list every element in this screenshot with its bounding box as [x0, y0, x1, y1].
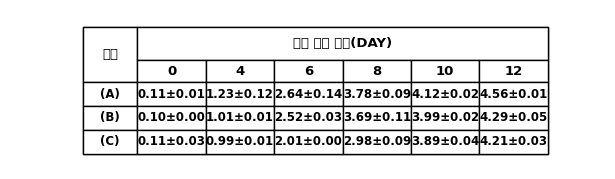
Text: 2.64±0.14: 2.64±0.14 — [274, 88, 343, 101]
Text: 2.01±0.00: 2.01±0.00 — [274, 135, 343, 148]
Bar — [411, 130, 480, 154]
Bar — [138, 130, 206, 154]
Text: 0.10±0.00: 0.10±0.00 — [138, 112, 205, 124]
Bar — [343, 130, 411, 154]
Text: 3.89±0.04: 3.89±0.04 — [411, 135, 479, 148]
Bar — [480, 82, 548, 106]
Text: 3.99±0.02: 3.99±0.02 — [411, 112, 479, 124]
Bar — [138, 106, 206, 130]
Text: 4.29±0.05: 4.29±0.05 — [480, 112, 548, 124]
Bar — [82, 27, 138, 82]
Text: 4: 4 — [236, 65, 245, 78]
Text: 2.52±0.03: 2.52±0.03 — [274, 112, 343, 124]
Text: 3.69±0.11: 3.69±0.11 — [343, 112, 411, 124]
Text: 초산 발효 기간(DAY): 초산 발효 기간(DAY) — [293, 37, 392, 50]
Bar — [480, 106, 548, 130]
Text: 시료: 시료 — [102, 48, 118, 61]
Text: (A): (A) — [100, 88, 120, 101]
Bar — [82, 82, 138, 106]
Bar — [343, 106, 411, 130]
Text: 0.11±0.01: 0.11±0.01 — [138, 88, 205, 101]
Text: 4.56±0.01: 4.56±0.01 — [480, 88, 548, 101]
Text: (B): (B) — [100, 112, 120, 124]
Text: 2.98±0.09: 2.98±0.09 — [343, 135, 411, 148]
Bar — [411, 60, 480, 82]
Text: 1.01±0.01: 1.01±0.01 — [206, 112, 274, 124]
Text: 10: 10 — [436, 65, 454, 78]
Text: 3.78±0.09: 3.78±0.09 — [343, 88, 411, 101]
Bar — [411, 82, 480, 106]
Bar — [138, 82, 206, 106]
Bar — [274, 106, 343, 130]
Bar — [274, 130, 343, 154]
Bar — [343, 82, 411, 106]
Text: 4.12±0.02: 4.12±0.02 — [411, 88, 479, 101]
Bar — [138, 60, 206, 82]
Bar — [274, 82, 343, 106]
Text: 12: 12 — [504, 65, 523, 78]
Bar — [82, 106, 138, 130]
Text: 6: 6 — [304, 65, 313, 78]
Bar — [206, 106, 274, 130]
Bar — [138, 27, 548, 60]
Text: 0.11±0.03: 0.11±0.03 — [138, 135, 205, 148]
Bar — [82, 130, 138, 154]
Bar — [343, 60, 411, 82]
Bar — [206, 60, 274, 82]
Text: 8: 8 — [372, 65, 381, 78]
Text: 0: 0 — [167, 65, 177, 78]
Bar — [206, 130, 274, 154]
Bar — [411, 106, 480, 130]
Bar — [206, 82, 274, 106]
Text: 1.23±0.12: 1.23±0.12 — [206, 88, 274, 101]
Text: 4.21±0.03: 4.21±0.03 — [480, 135, 547, 148]
Bar — [480, 130, 548, 154]
Text: (C): (C) — [100, 135, 120, 148]
Bar — [480, 60, 548, 82]
Bar — [274, 60, 343, 82]
Text: 0.99±0.01: 0.99±0.01 — [206, 135, 274, 148]
